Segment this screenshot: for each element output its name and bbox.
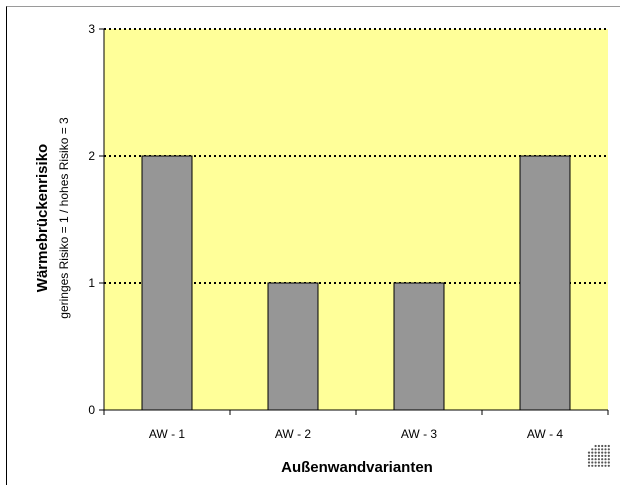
y-tick-labels: 0 1 2 3 (88, 22, 95, 417)
logo-dot (591, 458, 594, 461)
y-tick-label: 3 (88, 22, 95, 36)
bar-2 (267, 282, 319, 411)
bar-1 (141, 155, 193, 411)
logo-dot (607, 458, 610, 461)
logo-dot (597, 451, 601, 454)
logo-dot (591, 454, 594, 457)
logo-dot (591, 451, 594, 454)
logo-dot (601, 461, 604, 464)
x-tick-label: AW - 2 (275, 427, 312, 441)
logo-dot (607, 461, 610, 464)
logo-dot (607, 448, 610, 451)
bar-3 (393, 282, 445, 411)
logo-dot (607, 464, 610, 467)
logo-dot (604, 451, 607, 454)
logo-dot (587, 461, 591, 464)
logo-dot (597, 444, 601, 448)
x-axis-title: Außenwandvarianten (281, 459, 433, 476)
logo-dot (587, 454, 591, 457)
logo-dot (591, 448, 594, 451)
x-tick-label: AW - 4 (527, 427, 564, 441)
logo-dot (594, 444, 597, 448)
logo-dot (601, 444, 604, 448)
logo-dot (601, 448, 604, 451)
logo-dot (607, 454, 610, 457)
logo-dot (604, 454, 607, 457)
logo-dot (604, 458, 607, 461)
y-axis-subtitle: geringes Risiko = 1 / hohes Risiko = 3 (57, 117, 71, 319)
bar-4 (519, 155, 571, 411)
logo-dot (594, 461, 597, 464)
x-tick-label: AW - 1 (149, 427, 186, 441)
logo-dot (597, 448, 601, 451)
logo-dot (597, 454, 601, 457)
chart-frame (6, 6, 620, 485)
logo-dot (594, 454, 597, 457)
logo-dot (604, 448, 607, 451)
logo-dot (597, 458, 601, 461)
logo-dot (587, 451, 591, 454)
logo-dot (607, 444, 610, 448)
logo-dot (591, 464, 594, 467)
y-tick-label: 0 (88, 403, 95, 417)
y-tick-label: 1 (88, 276, 95, 290)
logo-dot (587, 464, 591, 467)
logo-dot (594, 458, 597, 461)
y-tick-label: 2 (88, 149, 95, 163)
dot-grid-logo (587, 444, 610, 467)
logo-dot (601, 454, 604, 457)
logo-dot (607, 451, 610, 454)
logo-dot (597, 461, 601, 464)
logo-dot (601, 451, 604, 454)
x-tick-label: AW - 3 (401, 427, 438, 441)
logo-dot (604, 444, 607, 448)
y-axis-title: Wärmebrückenrisiko (34, 144, 51, 292)
x-tick-labels: AW - 1 AW - 2 AW - 3 AW - 4 (149, 427, 564, 441)
axes (99, 28, 609, 415)
logo-dot (594, 448, 597, 451)
logo-dot (601, 458, 604, 461)
logo-dot (591, 461, 594, 464)
logo-dot (601, 464, 604, 467)
logo-dot (594, 464, 597, 467)
logo-dot (587, 458, 591, 461)
logo-dot (604, 461, 607, 464)
logo-dot (597, 464, 601, 467)
logo-dot (604, 464, 607, 467)
logo-dot (594, 451, 597, 454)
